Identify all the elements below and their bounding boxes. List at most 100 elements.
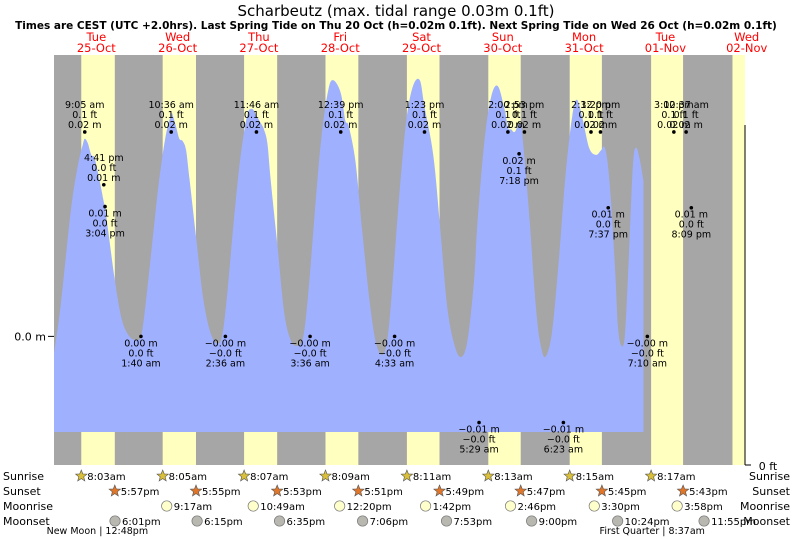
tide-extreme-label: 0.02 m	[324, 120, 357, 131]
tide-extreme-label: 2:53 pm	[505, 100, 545, 111]
tide-extreme-label: 0.1 ft	[588, 110, 613, 121]
tide-extreme-label: 0.1 ft	[244, 110, 269, 121]
tide-extreme-label: 0.02 m	[408, 120, 441, 131]
moonset-time: 9:00pm	[539, 517, 578, 528]
tide-extreme-label: 10:36 am	[148, 100, 193, 111]
astro-row-label-right: Sunrise	[749, 470, 790, 483]
tide-extreme-label: 0.1 ft	[72, 110, 97, 121]
tide-extreme-label: 4:41 pm	[84, 153, 124, 164]
tide-extreme-label: 2:36 am	[206, 358, 245, 369]
tide-extreme-label: 0.1 ft	[328, 110, 353, 121]
tide-extreme-label: 0.0 ft	[679, 220, 704, 231]
moonset-icon	[698, 515, 710, 527]
day-date-label: 27-Oct	[239, 41, 278, 55]
tide-extreme-label: 0.02 m	[491, 120, 524, 131]
tide-extreme-label: −0.01 m	[543, 425, 584, 436]
sunset-time: 5:49pm	[446, 487, 485, 498]
sunset-icon	[433, 484, 446, 497]
sunrise-icon	[156, 469, 170, 482]
moonset-time: 7:53pm	[454, 517, 493, 528]
tide-extreme-dot	[392, 334, 397, 339]
moonrise-time: 9:17am	[174, 502, 212, 513]
tide-extreme-label: 0.0 ft	[93, 219, 118, 230]
astro-row-label-right: Sunset	[752, 485, 790, 498]
moonrise-icon	[420, 500, 432, 512]
tide-area	[54, 78, 644, 432]
tide-extreme-label: 3:36 am	[290, 358, 329, 369]
tide-extreme-label: 8:09 pm	[671, 230, 711, 241]
sunrise-icon	[74, 469, 88, 482]
sunrise-icon	[563, 469, 577, 482]
tide-extreme-label: −0.0 ft	[631, 348, 664, 359]
tide-extreme-label: −0.0 ft	[294, 348, 327, 359]
sunset-icon	[676, 484, 690, 497]
sunset-icon	[108, 484, 122, 497]
day-of-week-label: Mon	[572, 30, 596, 44]
sunset-time: 5:57pm	[121, 487, 160, 498]
day-date-label: 29-Oct	[402, 41, 441, 55]
tide-extreme-label: 12:39 pm	[318, 100, 364, 111]
day-of-week-label: Tue	[86, 30, 107, 44]
moonrise-icon	[247, 500, 259, 512]
moonset-icon	[612, 515, 624, 527]
tide-extreme-label: 0.0 ft	[128, 348, 153, 359]
tide-extreme-dot	[103, 204, 107, 209]
tide-extreme-label: −0.01 m	[458, 425, 499, 436]
moonrise-time: 1:42pm	[433, 502, 472, 513]
tide-extreme-label: 0.02 m	[68, 120, 101, 131]
tide-extreme-label: 0.1 ft	[674, 110, 699, 121]
tide-extreme-label: 5:29 am	[459, 445, 498, 456]
tide-extreme-dot	[254, 130, 259, 134]
day-of-week-label: Tue	[655, 30, 676, 44]
tide-extreme-label: 0.1 ft	[495, 110, 520, 121]
tide-extreme-label: 0.01 m	[675, 210, 708, 221]
tide-extreme-label: 6:23 am	[544, 445, 583, 456]
astro-row-label-left: Sunrise	[3, 470, 44, 483]
sunset-icon	[189, 484, 203, 497]
tide-extreme-label: 0.1 ft	[412, 110, 437, 121]
moonset-icon	[191, 515, 203, 527]
tide-extreme-label: −0.0 ft	[463, 435, 496, 446]
sunrise-time: 8:15am	[576, 472, 614, 483]
tide-extreme-label: 0.1 ft	[578, 110, 603, 121]
tide-extreme-dot	[101, 182, 106, 187]
sunrise-icon	[400, 469, 414, 482]
moonrise-icon	[334, 500, 346, 512]
sunrise-time: 8:03am	[87, 472, 125, 483]
moonrise-time: 10:49am	[260, 502, 305, 513]
tide-extreme-dot	[422, 130, 427, 134]
tide-extreme-label: 0.1 ft	[661, 110, 686, 121]
tide-extreme-label: 7:37 pm	[588, 230, 628, 241]
tide-extreme-label: 0.1 ft	[512, 110, 537, 121]
tide-extreme-dot	[139, 334, 143, 339]
tide-extreme-label: 9:05 am	[65, 100, 104, 111]
tide-extreme-label: −0.00 m	[205, 338, 246, 349]
moonset-time: 11:55pm	[711, 517, 756, 528]
tide-extreme-dot	[338, 130, 343, 134]
tide-extreme-dot	[308, 334, 312, 339]
sunrise-time: 8:07am	[250, 472, 288, 483]
moonset-time: 6:01pm	[122, 517, 161, 528]
moonrise-time: 3:30pm	[601, 502, 640, 513]
tide-extreme-dot	[82, 130, 87, 134]
moonset-icon	[273, 515, 286, 527]
sunset-time: 5:51pm	[364, 487, 403, 498]
y-axis-label-left: 0.0 m	[14, 330, 46, 343]
sunrise-icon	[481, 469, 495, 482]
day-date-label: 31-Oct	[565, 41, 604, 55]
moonset-time: 6:35pm	[287, 517, 326, 528]
moonset-icon	[526, 515, 538, 527]
day-of-week-label: Wed	[165, 30, 190, 44]
tide-extreme-label: 0.02 m	[154, 120, 187, 131]
chart-title: Scharbeutz (max. tidal range 0.03m 0.1ft…	[238, 2, 555, 20]
tide-extreme-label: 0.02 m	[508, 120, 541, 131]
tide-extreme-label: 12:37 am	[663, 100, 708, 111]
sunrise-icon	[237, 469, 251, 482]
tide-extreme-label: 0.01 m	[88, 209, 121, 220]
y-axis-label-right: 0 ft	[759, 460, 778, 473]
day-of-week-label: Fri	[333, 30, 347, 44]
tide-extreme-dot	[589, 130, 593, 134]
moonrise-time: 2:46pm	[517, 502, 556, 513]
tide-extreme-dot	[606, 205, 611, 210]
